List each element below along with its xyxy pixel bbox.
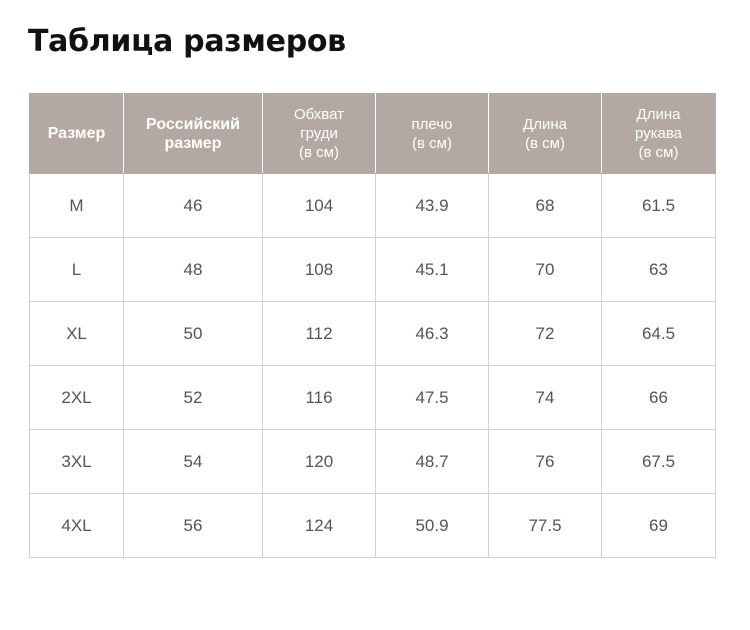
cell-russian-size: 54 [123,429,263,494]
table-row: 4XL 56 124 50.9 77.5 69 [29,493,716,558]
cell-russian-size: 56 [123,493,263,558]
cell-length: 76 [488,429,602,494]
cell-size: M [29,173,124,238]
cell-russian-size: 52 [123,365,263,430]
cell-sleeve-length: 63 [601,237,716,302]
header-sleeve-length: Длина рукава (в см) [601,93,716,174]
cell-russian-size: 50 [123,301,263,366]
cell-chest: 120 [262,429,376,494]
cell-chest: 104 [262,173,376,238]
cell-shoulder: 48.7 [375,429,489,494]
size-chart-table: Размер Российский размер Обхват груди (в… [29,93,716,558]
cell-size: XL [29,301,124,366]
cell-shoulder: 50.9 [375,493,489,558]
cell-shoulder: 45.1 [375,237,489,302]
cell-shoulder: 43.9 [375,173,489,238]
cell-sleeve-length: 61.5 [601,173,716,238]
cell-chest: 112 [262,301,376,366]
cell-length: 77.5 [488,493,602,558]
cell-length: 70 [488,237,602,302]
cell-sleeve-length: 66 [601,365,716,430]
table-body: M 46 104 43.9 68 61.5 L 48 108 45.1 70 6… [29,173,716,558]
table-row: 2XL 52 116 47.5 74 66 [29,365,716,430]
cell-russian-size: 46 [123,173,263,238]
cell-shoulder: 46.3 [375,301,489,366]
page-title: Таблица размеров [28,24,346,59]
header-length: Длина (в см) [488,93,602,174]
cell-length: 68 [488,173,602,238]
cell-length: 72 [488,301,602,366]
cell-chest: 124 [262,493,376,558]
cell-sleeve-length: 67.5 [601,429,716,494]
cell-shoulder: 47.5 [375,365,489,430]
cell-chest: 108 [262,237,376,302]
cell-chest: 116 [262,365,376,430]
header-row: Размер Российский размер Обхват груди (в… [29,93,716,174]
header-shoulder: плечо (в см) [375,93,489,174]
header-russian-size: Российский размер [123,93,263,174]
cell-length: 74 [488,365,602,430]
cell-sleeve-length: 64.5 [601,301,716,366]
header-chest: Обхват груди (в см) [262,93,376,174]
cell-russian-size: 48 [123,237,263,302]
cell-size: L [29,237,124,302]
cell-size: 3XL [29,429,124,494]
table-header: Размер Российский размер Обхват груди (в… [29,93,716,174]
cell-size: 2XL [29,365,124,430]
header-size: Размер [29,93,124,174]
table-row: L 48 108 45.1 70 63 [29,237,716,302]
table-row: M 46 104 43.9 68 61.5 [29,173,716,238]
cell-sleeve-length: 69 [601,493,716,558]
cell-size: 4XL [29,493,124,558]
table-row: 3XL 54 120 48.7 76 67.5 [29,429,716,494]
table-row: XL 50 112 46.3 72 64.5 [29,301,716,366]
